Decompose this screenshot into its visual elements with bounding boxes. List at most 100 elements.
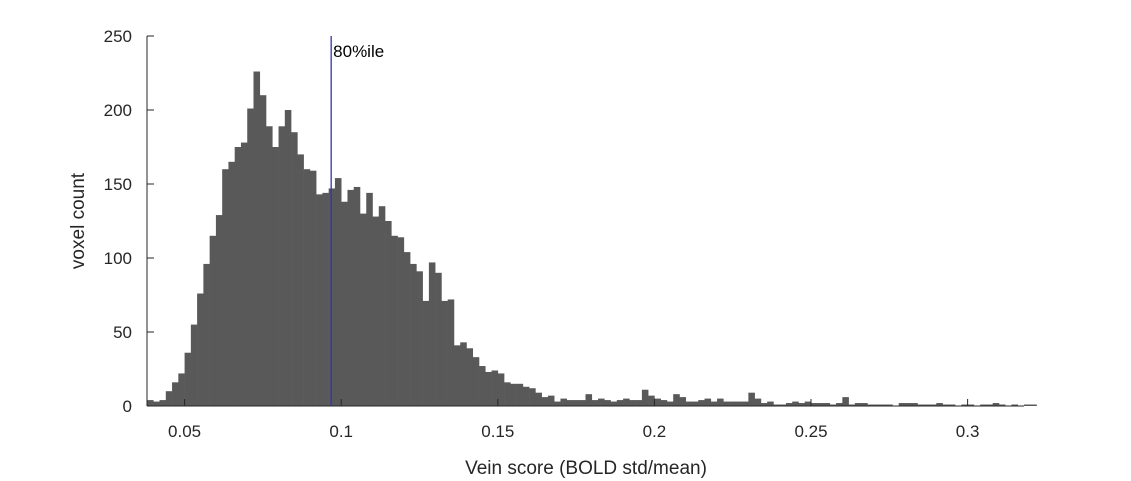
axes [146,36,1024,407]
histogram-bar [328,188,336,406]
histogram-bar [579,400,586,406]
histogram-bar [623,398,630,406]
histogram-bar [378,206,386,406]
histogram-bar [385,221,392,406]
histogram-bar [848,404,856,406]
x-axis-label: Vein score (BOLD std/mean) [465,458,707,479]
histogram-bar [842,397,849,406]
histogram-bar [936,403,943,406]
histogram-bar [785,403,793,406]
histogram-bar [980,404,987,406]
histogram-bar [742,401,749,406]
histogram-bar [598,398,605,406]
y-axis-label: voxel count [68,172,89,269]
histogram-bar [861,403,868,406]
histogram-bar [554,401,561,406]
y-tick-label: 0 [123,397,132,416]
histogram-bar [535,392,542,406]
histogram-bar [798,403,806,406]
histogram-bar [510,383,517,406]
histogram-bar [222,169,229,406]
x-tick-label: 0.15 [481,422,514,441]
x-tick-label: 0.1 [329,422,353,441]
histogram-bar [873,404,881,406]
histogram-bar [403,252,411,406]
y-tick-label: 50 [113,323,132,342]
histogram-bar [717,398,724,406]
histogram-bar [898,403,906,406]
y-tick-label: 100 [104,249,132,268]
histogram-bar [748,392,755,406]
histogram-bar [760,403,768,406]
histogram-bar [792,401,799,406]
histogram-bar [1024,404,1031,406]
histogram-bar [911,403,918,406]
x-tick-label: 0.3 [956,422,980,441]
histogram-bar [266,126,273,406]
histogram-bar [341,201,348,406]
histogram-bar [272,147,279,406]
histogram-bar [309,170,317,406]
histogram-bar [391,235,398,406]
histogram-bar [560,398,567,406]
histogram-bar [641,389,649,406]
histogram-bar [234,147,242,406]
histogram-bar [616,400,624,406]
histogram-bar [886,404,893,406]
histogram-bar [854,403,862,406]
histogram-bar [710,401,718,406]
histogram-bar [303,169,311,406]
histogram-bar [566,400,574,406]
histogram-bar [228,161,235,406]
histogram-bar [209,235,217,406]
histogram-bar [704,398,712,406]
histogram-bar [190,324,198,406]
histogram-bar [253,71,261,407]
histogram-bar [767,401,774,406]
histogram-bar [522,386,530,406]
histogram-bar [691,401,699,406]
y-ticks: 0 50 100 150 200 250 [104,27,154,416]
histogram-bar [284,110,292,406]
histogram-bar [435,272,442,406]
histogram-bar [673,394,680,406]
y-tick-label: 200 [104,101,132,120]
histogram-bar [698,400,705,406]
histogram-bar [986,404,993,406]
histogram-bar [322,192,329,406]
histogram-bar [923,404,931,406]
histogram-bar [917,404,925,406]
histogram-bar [291,132,298,406]
histogram-bar [504,382,511,406]
y-tick-label: 150 [104,175,132,194]
histogram-bar [654,398,661,406]
histogram-bar [591,400,599,406]
histogram-bar [1011,404,1019,406]
histogram-bar [215,215,223,406]
histogram-bar [823,403,831,406]
histogram-bar [485,371,492,406]
histogram-bar [666,401,674,406]
histogram-bar [441,300,448,406]
histogram-bar [453,345,461,406]
x-tick-label: 0.05 [168,422,201,441]
histogram-bar [372,216,380,406]
histogram-bar [466,348,474,406]
histogram-bar [817,403,824,406]
histogram-bar [967,404,975,406]
histogram-bar [629,400,636,406]
histogram-bar [428,262,436,406]
histogram-bar [836,403,843,406]
histogram-bar [497,373,505,406]
histogram-bar [685,401,693,406]
histogram-bar [479,366,486,406]
histogram-bar [353,186,361,406]
histogram-bar [723,401,730,406]
histogram-bar [547,395,555,406]
histogram-bar [879,404,887,406]
histogram-bar [948,404,956,406]
histogram-bar [729,401,737,406]
histogram-bar [184,352,192,406]
histogram-bar [472,357,480,406]
